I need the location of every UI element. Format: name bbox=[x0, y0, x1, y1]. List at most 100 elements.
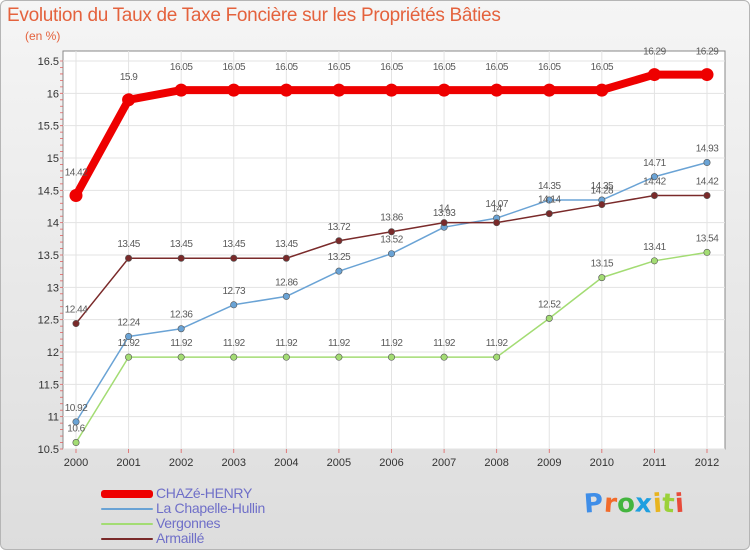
data-label: 16.05 bbox=[275, 62, 298, 73]
data-label: 14.42 bbox=[643, 177, 666, 188]
x-tick-label: 2007 bbox=[432, 457, 456, 469]
data-point bbox=[177, 353, 185, 361]
y-tick-label: 15.5 bbox=[38, 121, 59, 133]
data-label: 16.05 bbox=[380, 62, 403, 73]
data-point bbox=[335, 267, 343, 275]
y-tick-label: 12.5 bbox=[38, 315, 59, 327]
data-label: 16.05 bbox=[170, 62, 193, 73]
data-label: 13.41 bbox=[643, 242, 666, 253]
data-point bbox=[650, 173, 658, 181]
data-point bbox=[545, 210, 553, 218]
chart-title: Evolution du Taux de Taxe Foncière sur l… bbox=[7, 5, 501, 26]
x-tick-label: 2005 bbox=[327, 457, 351, 469]
data-label: 14.71 bbox=[643, 158, 666, 169]
data-label: 12.24 bbox=[117, 317, 140, 328]
data-label: 13.93 bbox=[433, 208, 456, 219]
plot-area bbox=[62, 50, 726, 450]
data-point bbox=[700, 68, 714, 82]
y-tick-label: 14 bbox=[47, 218, 59, 230]
y-tick-label: 12 bbox=[47, 347, 59, 359]
data-label: 11.92 bbox=[433, 338, 456, 349]
data-label: 11.92 bbox=[328, 338, 351, 349]
data-point bbox=[647, 68, 661, 82]
data-point bbox=[650, 257, 658, 265]
data-label: 13.45 bbox=[117, 239, 140, 250]
data-label: 15.9 bbox=[120, 72, 138, 83]
data-label: 14.35 bbox=[591, 181, 614, 192]
x-tick-label: 2010 bbox=[590, 457, 614, 469]
data-point bbox=[387, 250, 395, 258]
data-label: 16.05 bbox=[222, 62, 245, 73]
data-point bbox=[703, 159, 711, 167]
data-label: 11.92 bbox=[170, 338, 193, 349]
y-tick-label: 13.5 bbox=[38, 250, 59, 262]
data-point bbox=[122, 93, 136, 107]
data-label: 13.54 bbox=[696, 233, 719, 244]
data-point bbox=[703, 248, 711, 256]
data-point bbox=[490, 83, 504, 97]
data-point bbox=[72, 418, 80, 426]
data-point bbox=[545, 196, 553, 204]
data-point bbox=[177, 325, 185, 333]
data-label: 12.36 bbox=[170, 310, 193, 321]
data-point bbox=[595, 83, 609, 97]
data-label: 13.86 bbox=[380, 213, 403, 224]
grid bbox=[63, 51, 725, 450]
data-point bbox=[230, 254, 238, 262]
data-point bbox=[125, 254, 133, 262]
data-label: 10.6 bbox=[67, 424, 85, 435]
y-tick-label: 16.5 bbox=[38, 56, 59, 68]
data-point bbox=[650, 192, 658, 200]
data-label: 11.92 bbox=[275, 338, 298, 349]
proxiti-logo: Proxiti bbox=[582, 488, 686, 520]
legend-label: Armaillé bbox=[156, 530, 205, 546]
data-point bbox=[598, 201, 606, 209]
y-axis-unit: (en %) bbox=[25, 29, 61, 43]
x-tick-label: 2001 bbox=[116, 457, 140, 469]
legend-swatch bbox=[101, 523, 153, 525]
x-tick-label: 2006 bbox=[379, 457, 403, 469]
data-label: 14 bbox=[439, 204, 450, 215]
data-point bbox=[598, 274, 606, 282]
data-label: 12.52 bbox=[538, 299, 561, 310]
y-tick-label: 16 bbox=[47, 88, 59, 100]
data-point bbox=[542, 83, 556, 97]
data-point bbox=[387, 353, 395, 361]
y-tick-label: 11.5 bbox=[38, 379, 59, 391]
data-label: 16.29 bbox=[643, 47, 666, 58]
data-point bbox=[125, 332, 133, 340]
data-labels: 14.42 15.9 16.05 16.05 16.05 16.05 16.05 16.05 1… bbox=[65, 47, 720, 435]
data-label: 14 bbox=[492, 204, 503, 215]
data-point bbox=[385, 83, 398, 97]
data-label: 16.05 bbox=[591, 62, 614, 73]
data-point bbox=[72, 320, 80, 328]
data-point bbox=[493, 219, 501, 227]
data-label: 16.05 bbox=[538, 62, 561, 73]
data-point bbox=[174, 83, 188, 97]
y-tick-label: 10.5 bbox=[38, 444, 59, 456]
data-point bbox=[440, 353, 448, 361]
x-tick-label: 2003 bbox=[222, 457, 246, 469]
data-label: 14.42 bbox=[696, 177, 719, 188]
data-label: 10.92 bbox=[65, 403, 88, 414]
legend-label: CHAZé-HENRY bbox=[156, 485, 253, 501]
data-label: 11.92 bbox=[486, 338, 509, 349]
data-label: 16.05 bbox=[328, 62, 351, 73]
data-label: 14.28 bbox=[591, 186, 614, 197]
x-tick-label: 2009 bbox=[537, 457, 561, 469]
y-tick-label: 13 bbox=[47, 282, 59, 294]
data-point bbox=[545, 314, 553, 322]
data-point bbox=[230, 353, 238, 361]
x-tick-label: 2011 bbox=[643, 457, 667, 469]
x-tick-label: 2002 bbox=[169, 457, 193, 469]
legend-label: La Chapelle-Hullin bbox=[156, 500, 265, 516]
y-tick-label: 15 bbox=[47, 153, 59, 165]
data-point bbox=[177, 254, 185, 262]
legend-swatch bbox=[101, 508, 153, 510]
data-label: 11.92 bbox=[223, 338, 246, 349]
data-label: 12.86 bbox=[275, 277, 298, 288]
data-point bbox=[332, 83, 346, 97]
data-label: 16.05 bbox=[485, 62, 508, 73]
data-label: 12.73 bbox=[222, 286, 245, 297]
